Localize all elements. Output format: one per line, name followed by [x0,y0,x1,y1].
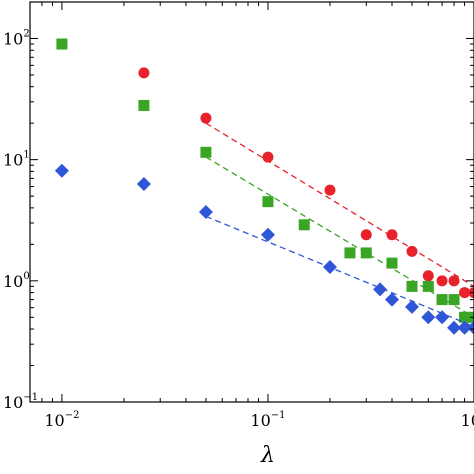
square-point [200,146,212,158]
circle-point [386,229,398,241]
circle-point [406,245,418,257]
diamond-point [260,227,275,242]
square-point [56,38,68,50]
square-point [422,280,434,292]
square-point [138,99,150,111]
square-point [436,294,448,306]
diamond-point [457,320,472,335]
x-tick-label: 10−1 [250,410,285,430]
diamond-point [467,320,474,335]
diamond-series [54,163,474,335]
x-tick-label: 100 [461,410,474,430]
circle-point [459,287,471,299]
circle-point [448,275,460,287]
circle-point [422,270,434,282]
diamond-point [404,299,419,314]
square-point [448,294,460,306]
square-point [386,257,398,269]
diamond-point [435,310,450,325]
circle-point [200,112,212,124]
diamond-point [447,320,462,335]
circle-point [436,275,448,287]
diamond-point [136,176,151,191]
axis-ticks: 10−2 10−1 100 10−1 100 101 102 [3,2,474,430]
circle-point [360,229,372,241]
x-tick-label: 10−2 [44,410,79,430]
circle-point [138,67,150,79]
square-series [56,38,474,323]
square-point [298,219,310,231]
square-point [406,280,418,292]
diamond-point [322,260,337,275]
y-tick-label: 101 [3,150,30,170]
plot-marks [54,38,474,335]
diamond-fit-line [205,215,474,328]
plot-frame [29,1,474,403]
square-point [360,247,372,259]
y-tick-label: 100 [3,271,30,291]
square-fit-line [205,156,474,318]
diamond-point [54,163,69,178]
circle-series [138,67,474,299]
circle-point [262,151,274,163]
diamond-point [373,282,388,297]
y-tick-label: 102 [3,28,30,48]
square-point [344,247,356,259]
diamond-point [385,292,400,307]
circle-point [324,184,336,196]
y-tick-label: 10−1 [3,392,38,412]
diamond-point [421,310,436,325]
square-point [459,311,471,323]
x-axis-label: λ [260,443,275,468]
square-point [262,196,274,208]
diamond-point [198,204,213,219]
circle-fit-line [205,122,474,287]
